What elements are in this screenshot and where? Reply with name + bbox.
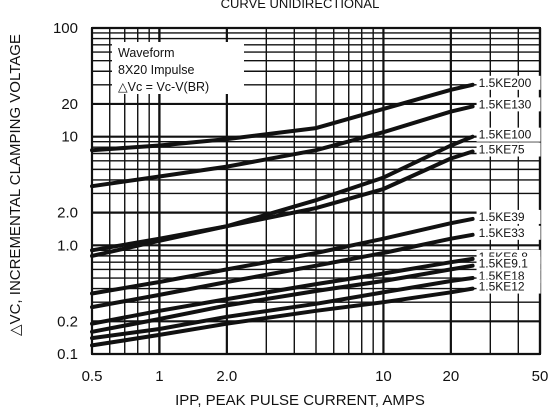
series-label-bg [476,75,541,90]
series-label-bg [476,279,541,294]
chart-title: CURVE UNIDIRECTIONAL [221,0,380,11]
tick-labels: 0.5 1 2.0 10 20 50 100 20 10 2.0 1.0 0.2 0.1 [53,20,548,385]
x-tick-label: 20 [443,368,460,385]
series-line-1.5KE9.1 [90,263,475,334]
y-tick-label: 2.0 [57,205,78,222]
series-label: 1.5KE100 [479,128,532,142]
annotation-background [112,42,244,94]
y-tick-label: 1.0 [57,237,78,254]
series-label: 1.5KE39 [479,210,525,224]
series-label-bg [476,127,541,142]
y-tick-label: 20 [61,96,78,113]
series-line-1.5KE18 [90,276,475,341]
x-tick-label: 10 [375,368,392,385]
annotation-box: Waveform 8X20 Impulse △Vc = Vc-V(BR) [112,42,244,94]
series-label: 1.5KE75 [479,143,525,157]
series-label-bg [476,209,541,224]
series-label: 1.5KE18 [479,269,525,283]
x-tick-label: 2.0 [216,368,237,385]
series-label-bg [476,225,541,240]
series-line-1.5KE130 [90,104,475,189]
series-line-1.5KE75 [90,149,475,253]
series-label-bg [476,256,541,271]
y-axis-title: △VC, INCREMENTAL CLAMPING VOLTAGE [7,34,24,336]
annotation-line: 8X20 Impulse [118,63,194,77]
series-label: 1.5KE9.1 [479,257,529,271]
series-label: 1.5KE12 [479,280,525,294]
series-line-1.5KE39 [90,216,475,296]
y-tick-label: 0.1 [57,346,78,363]
y-tick-label: 0.2 [57,313,78,330]
x-tick-label: 50 [532,368,549,385]
x-axis-title: IPP, PEAK PULSE CURRENT, AMPS [175,392,425,409]
annotation-line: △Vc = Vc-V(BR) [118,80,209,94]
series-label: 1.5KE130 [479,97,532,111]
x-tick-label: 1 [155,368,163,385]
series-line-1.5KE6.8 [90,256,475,326]
series-label-bg [476,142,541,157]
annotation-line: Waveform [118,46,175,60]
series-label-bg [476,269,541,284]
series-label: 1.5KE200 [479,76,532,90]
series-line-1.5KE100 [90,134,475,258]
x-tick-label: 0.5 [82,368,103,385]
series-lines [90,82,475,348]
y-tick-label: 10 [61,129,78,146]
series-line-1.5KE12 [90,286,475,348]
series-label: 1.5KE33 [479,226,525,240]
series-line-1.5KE200 [90,82,475,153]
series-label-bg [476,97,541,112]
series-line-1.5KE33 [90,232,475,310]
y-tick-label: 100 [53,20,78,37]
